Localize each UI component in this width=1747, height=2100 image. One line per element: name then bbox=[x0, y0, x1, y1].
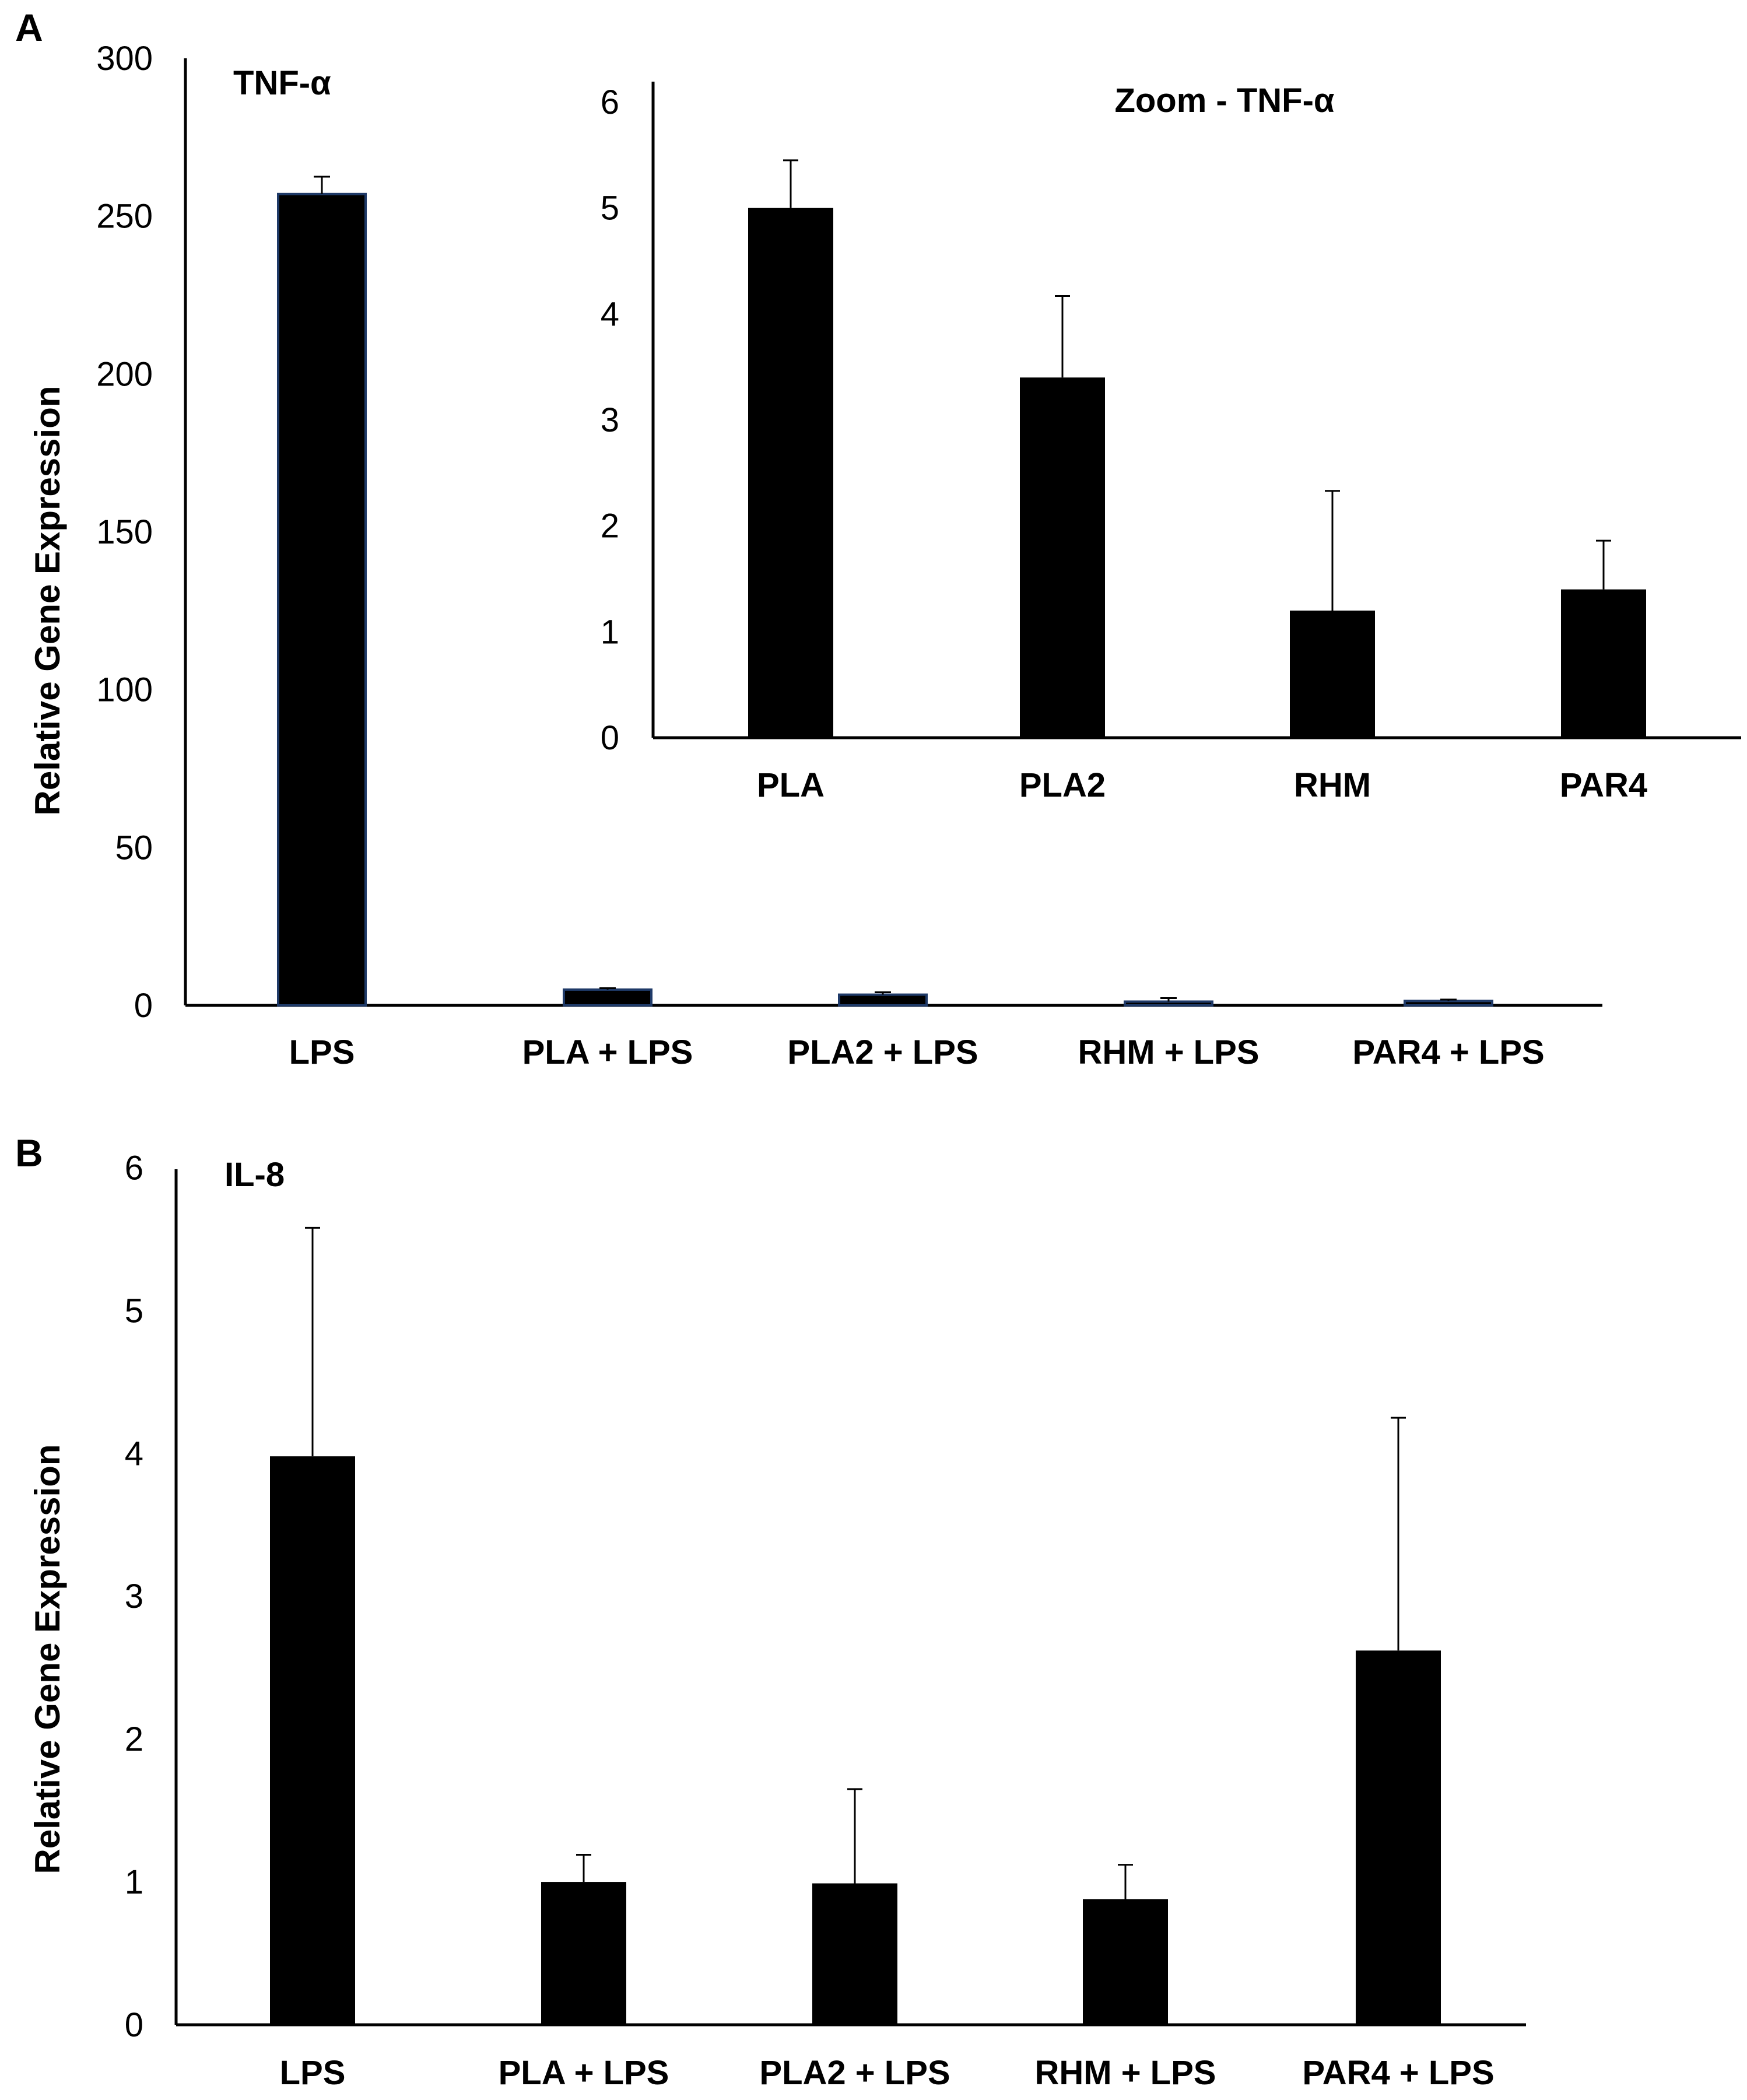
panel-b-bar bbox=[1356, 1650, 1441, 2025]
panel-b-bar bbox=[812, 1883, 897, 2025]
panel-b-y-tick-label: 6 bbox=[125, 1149, 143, 1187]
panel-a-bar bbox=[1124, 1000, 1213, 1007]
inset-title: Zoom - TNF-α bbox=[1114, 82, 1334, 120]
panel-b-category-label: RHM + LPS bbox=[1035, 2054, 1216, 2092]
inset-y-tick-label: 3 bbox=[601, 401, 619, 439]
panel-b-y-axis-label: Relative Gene Expression bbox=[28, 1445, 67, 1874]
panel-a-bar bbox=[1404, 1000, 1493, 1007]
inset-category-label: PLA bbox=[757, 766, 825, 804]
inset-y-tick-label: 5 bbox=[601, 190, 619, 227]
panel-a-y-tick-label: 250 bbox=[96, 198, 153, 236]
panel-a-y-tick-label: 50 bbox=[115, 829, 153, 867]
panel-a-bar bbox=[563, 988, 653, 1007]
panel-a-y-tick-label: 150 bbox=[96, 513, 153, 551]
panel-b-category-label: PLA + LPS bbox=[499, 2054, 669, 2092]
inset-y-tick-label: 6 bbox=[601, 83, 619, 121]
panel-b-bar bbox=[1083, 1899, 1168, 2025]
panel-b-chart: B IL-8 Relative Gene Expression 0123456 … bbox=[15, 1131, 1526, 2092]
panel-b-y-tick-label: 5 bbox=[125, 1292, 143, 1330]
inset-y-tick-label: 0 bbox=[601, 719, 619, 757]
panel-b-y-tick-label: 1 bbox=[125, 1863, 143, 1901]
panel-a-inset-chart: Zoom - TNF-α 0 1 2 3 4 5 6 PLA PLA2 RHM PAR4 bbox=[601, 82, 1741, 804]
panel-a-title: TNF-α bbox=[233, 64, 331, 102]
inset-category-label: RHM bbox=[1294, 766, 1371, 804]
panel-a-bar bbox=[838, 993, 928, 1007]
panel-a-category-label: PLA + LPS bbox=[522, 1033, 693, 1071]
inset-y-tick-label: 2 bbox=[601, 507, 619, 545]
panel-a-bar bbox=[277, 192, 367, 1007]
panel-a-category-label: LPS bbox=[289, 1033, 355, 1071]
panel-a-category-label: PAR4 + LPS bbox=[1352, 1033, 1544, 1071]
inset-bar bbox=[1020, 377, 1105, 738]
panel-a-category-label: RHM + LPS bbox=[1078, 1033, 1260, 1071]
panel-a-y-tick-label: 200 bbox=[96, 355, 153, 393]
inset-category-label: PAR4 bbox=[1560, 766, 1647, 804]
panel-b-y-tick-label: 3 bbox=[125, 1577, 143, 1615]
panel-a-label: A bbox=[15, 6, 43, 49]
inset-bar bbox=[1290, 611, 1375, 738]
panel-b-category-label: LPS bbox=[280, 2054, 346, 2092]
panel-a-y-axis-label: Relative Gene Expression bbox=[28, 386, 67, 816]
panel-b-bar bbox=[541, 1882, 626, 2025]
panel-b-category-label: PAR4 + LPS bbox=[1302, 2054, 1494, 2092]
inset-category-label: PLA2 bbox=[1019, 766, 1106, 804]
inset-y-tick-label: 4 bbox=[601, 295, 619, 333]
panel-a-chart: A TNF-α Relative Gene Expression 0501001… bbox=[15, 6, 1602, 1071]
panel-a-category-label: PLA2 + LPS bbox=[787, 1033, 978, 1071]
inset-bar bbox=[1561, 589, 1646, 738]
panel-b-y-tick-label: 2 bbox=[125, 1720, 143, 1758]
panel-b-y-tick-label: 4 bbox=[125, 1435, 143, 1473]
panel-b-label: B bbox=[15, 1131, 43, 1175]
panel-b-title: IL-8 bbox=[224, 1156, 285, 1194]
panel-b-bar bbox=[270, 1456, 355, 2025]
panel-b-category-label: PLA2 + LPS bbox=[759, 2054, 950, 2092]
panel-a-y-tick-label: 0 bbox=[134, 987, 153, 1025]
panel-a-y-tick-label: 100 bbox=[96, 671, 153, 709]
panel-a-y-tick-label: 300 bbox=[96, 40, 153, 78]
inset-y-tick-label: 1 bbox=[601, 613, 619, 651]
inset-bar bbox=[748, 208, 833, 738]
panel-b-y-tick-label: 0 bbox=[125, 2006, 143, 2044]
